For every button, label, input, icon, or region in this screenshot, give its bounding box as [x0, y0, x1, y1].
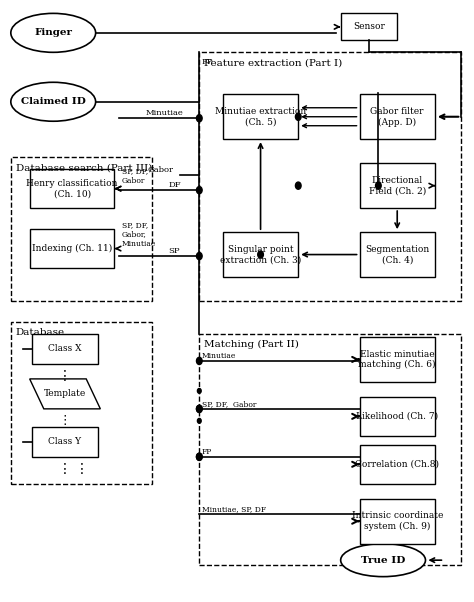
Text: Likelihood (Ch. 7): Likelihood (Ch. 7) — [356, 412, 438, 421]
Text: Claimed ID: Claimed ID — [21, 98, 86, 107]
Circle shape — [197, 453, 202, 461]
Circle shape — [197, 359, 201, 364]
FancyBboxPatch shape — [359, 397, 435, 436]
Circle shape — [295, 113, 301, 120]
Circle shape — [197, 453, 202, 461]
Text: True ID: True ID — [361, 556, 405, 565]
Text: Minutiae: Minutiae — [201, 352, 236, 360]
Text: ⋮: ⋮ — [58, 369, 72, 383]
Text: Matching (Part II): Matching (Part II) — [204, 340, 299, 349]
Text: Database: Database — [16, 328, 64, 337]
Text: FP: FP — [201, 448, 212, 456]
FancyBboxPatch shape — [223, 95, 298, 139]
Circle shape — [295, 182, 301, 189]
Polygon shape — [30, 379, 100, 409]
Text: Singular point
extraction (Ch. 3): Singular point extraction (Ch. 3) — [220, 245, 301, 264]
Circle shape — [197, 187, 202, 194]
Ellipse shape — [11, 82, 96, 121]
FancyBboxPatch shape — [32, 334, 98, 364]
Circle shape — [258, 251, 264, 258]
Text: Database search (Part III): Database search (Part III) — [16, 163, 152, 172]
Text: Elastic minutiae
matching (Ch. 6): Elastic minutiae matching (Ch. 6) — [358, 350, 436, 369]
Text: ⋮: ⋮ — [58, 462, 72, 476]
Text: SP, DF,  Gabor: SP, DF, Gabor — [201, 400, 256, 408]
FancyBboxPatch shape — [30, 169, 115, 208]
FancyBboxPatch shape — [359, 337, 435, 382]
Circle shape — [197, 405, 202, 412]
FancyBboxPatch shape — [359, 498, 435, 544]
Text: SP: SP — [169, 247, 180, 255]
FancyBboxPatch shape — [359, 163, 435, 208]
FancyBboxPatch shape — [359, 445, 435, 484]
Circle shape — [197, 358, 202, 365]
Text: FP: FP — [201, 58, 213, 66]
FancyBboxPatch shape — [30, 229, 115, 268]
FancyBboxPatch shape — [359, 95, 435, 139]
Circle shape — [197, 418, 201, 423]
Text: ⋮: ⋮ — [59, 414, 71, 427]
Text: Class Y: Class Y — [48, 437, 82, 446]
Text: Finger: Finger — [34, 28, 72, 37]
FancyBboxPatch shape — [359, 232, 435, 277]
Text: SP, DF,
Gabor: SP, DF, Gabor — [121, 167, 148, 185]
Text: Intrinsic coordinate
system (Ch. 9): Intrinsic coordinate system (Ch. 9) — [352, 512, 443, 531]
Circle shape — [197, 388, 201, 393]
Text: Henry classification
(Ch. 10): Henry classification (Ch. 10) — [27, 179, 118, 198]
Text: Class X: Class X — [48, 344, 82, 353]
Text: Minutiae extraction
(Ch. 5): Minutiae extraction (Ch. 5) — [215, 107, 306, 126]
FancyBboxPatch shape — [32, 427, 98, 457]
Ellipse shape — [11, 13, 96, 52]
Text: SP, DF,
Gabor,
Minutiae: SP, DF, Gabor, Minutiae — [121, 221, 156, 247]
Text: Directional
Field (Ch. 2): Directional Field (Ch. 2) — [369, 176, 426, 196]
Ellipse shape — [341, 544, 426, 577]
Text: Correlation (Ch.8): Correlation (Ch.8) — [355, 460, 439, 469]
Circle shape — [197, 252, 202, 259]
Text: Sensor: Sensor — [353, 22, 385, 31]
Text: DF: DF — [169, 181, 181, 189]
FancyBboxPatch shape — [223, 232, 298, 277]
Text: Gabor filter
(App. D): Gabor filter (App. D) — [371, 107, 424, 126]
Circle shape — [197, 114, 202, 122]
Circle shape — [197, 405, 202, 412]
Text: Feature extraction (Part I): Feature extraction (Part I) — [204, 58, 342, 67]
Text: Gabor: Gabor — [147, 166, 173, 174]
Text: Minutiae: Minutiae — [145, 109, 183, 117]
Text: Minutiae, SP, DF: Minutiae, SP, DF — [201, 504, 266, 513]
FancyBboxPatch shape — [341, 13, 397, 40]
Text: Segmentation
(Ch. 4): Segmentation (Ch. 4) — [365, 245, 429, 264]
Circle shape — [375, 182, 381, 189]
Text: Indexing (Ch. 11): Indexing (Ch. 11) — [32, 244, 112, 253]
Text: ⋮: ⋮ — [74, 462, 89, 476]
Text: Template: Template — [44, 389, 86, 399]
